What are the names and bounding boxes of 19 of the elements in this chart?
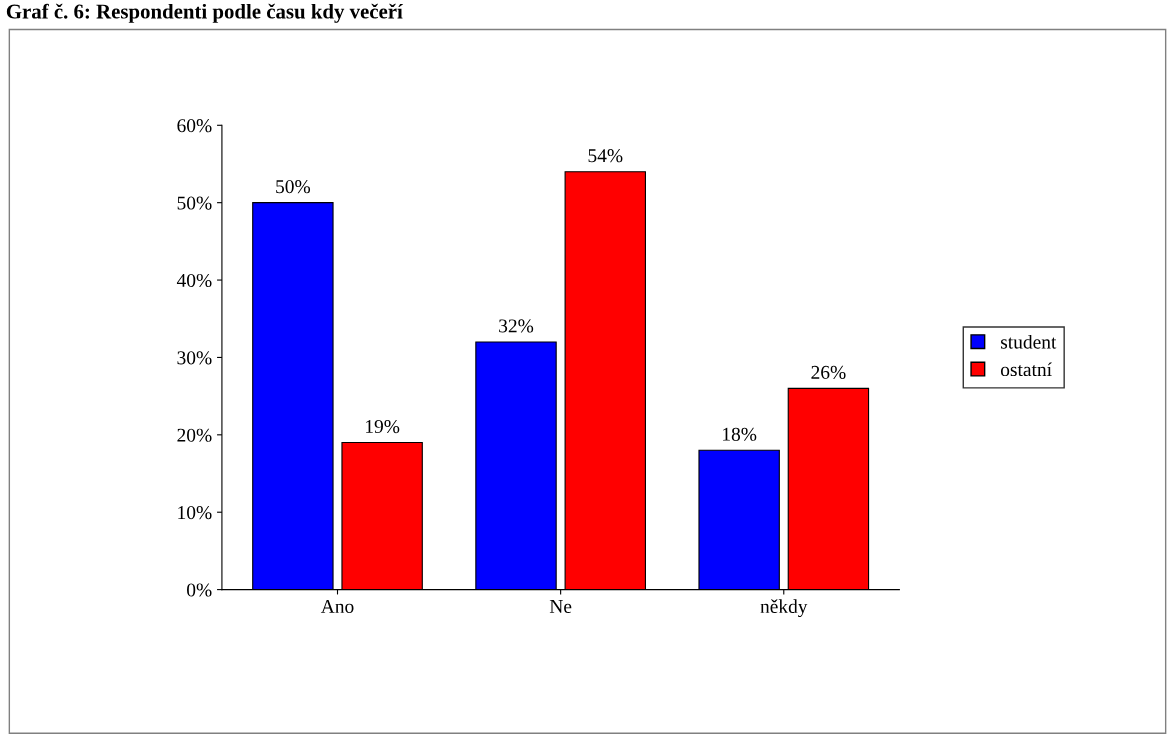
y-tick-label: 30% [177, 351, 212, 365]
y-tick-label: 60% [177, 119, 212, 133]
x-tick-label: někdy [760, 599, 808, 618]
x-tick-label: Ne [549, 600, 572, 614]
data-label: 32% [499, 319, 534, 333]
data-label: 26% [811, 365, 846, 379]
chart-title: Graf č. 6: Respondenti podle času kdy večeří [6, 3, 404, 23]
data-label: 50% [276, 180, 311, 194]
x-tick-label: Ano [320, 599, 354, 614]
y-tick-label: 10% [178, 506, 212, 520]
data-label: 18% [723, 427, 757, 441]
y-tick-label: 50% [177, 196, 212, 210]
y-tick-label: 0% [187, 583, 212, 597]
y-tick-label: 20% [177, 428, 212, 442]
data-label: 19% [366, 419, 400, 434]
legend-label: student [1001, 334, 1057, 349]
y-tick-label: 40% [176, 273, 212, 288]
legend-label: ostatní [1000, 362, 1052, 377]
data-label: 54% [588, 149, 623, 163]
